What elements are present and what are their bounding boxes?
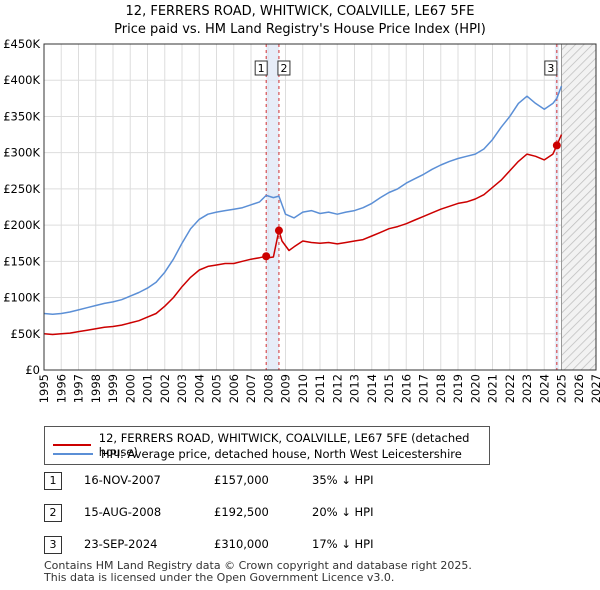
- x-tick-label: 2025: [555, 374, 569, 403]
- sale-point: [552, 141, 561, 150]
- title-line-2: Price paid vs. HM Land Registry's House …: [114, 22, 486, 37]
- x-tick-label: 2008: [261, 374, 275, 403]
- legend-swatch-hpi: [53, 453, 93, 455]
- x-tick-label: 2011: [313, 374, 327, 403]
- table-row: 2 15-AUG-2008 £192,500 20% ↓ HPI: [44, 504, 424, 522]
- sale-points: [262, 141, 561, 261]
- sale-label-text: 1: [258, 62, 265, 75]
- x-tick-label: 2002: [158, 374, 172, 403]
- footer-line-1: Contains HM Land Registry data © Crown c…: [44, 559, 472, 572]
- y-tick-label: £350K: [3, 109, 40, 123]
- series-lines: [43, 85, 563, 336]
- x-tick-label: 2001: [141, 374, 155, 403]
- y-tick-label: £450K: [3, 37, 40, 51]
- sale-band-1-2: [266, 44, 279, 370]
- table-row: 1 16-NOV-2007 £157,000 35% ↓ HPI: [44, 472, 424, 490]
- forecast-region: [561, 44, 596, 370]
- axes: £0 £50K £100K £150K £200K £250K £300K £350K £400…: [3, 37, 600, 403]
- x-tick-label: 2013: [348, 374, 362, 403]
- table-row: 3 23-SEP-2024 £310,000 17% ↓ HPI: [44, 536, 424, 554]
- sale-date: 23-SEP-2024: [84, 537, 158, 551]
- forecast-hatch: [561, 44, 596, 370]
- x-tick-label: 2010: [296, 374, 310, 403]
- sale-number-badge: 1: [44, 472, 62, 490]
- x-tick-label: 2021: [486, 374, 500, 403]
- x-tick-label: 2017: [417, 374, 431, 403]
- x-tick-label: 1998: [89, 374, 103, 403]
- sale-label-box: [254, 60, 268, 76]
- sale-date: 15-AUG-2008: [84, 505, 162, 519]
- x-tick-label: 2022: [503, 374, 517, 403]
- x-tick-label: 2023: [520, 374, 534, 403]
- x-tick-label: 2014: [365, 374, 379, 403]
- x-tick-label: 2012: [330, 374, 344, 403]
- legend-item-hpi: HPI: Average price, detached house, Nort…: [53, 447, 462, 461]
- sale-hpi-diff: 20% ↓ HPI: [312, 505, 374, 519]
- x-tick-label: 1995: [37, 374, 51, 403]
- legend-label-hpi: HPI: Average price, detached house, Nort…: [101, 447, 462, 461]
- property-price-line: [43, 134, 563, 336]
- sale-label-box: [277, 60, 291, 76]
- sale-label-box: [544, 60, 558, 76]
- sale-label-text: 2: [280, 62, 287, 75]
- y-tick-label: £150K: [3, 254, 40, 268]
- x-tick-label: 1997: [72, 374, 86, 403]
- footer-attribution: Contains HM Land Registry data © Crown c…: [44, 560, 472, 584]
- sale-label-3: 3: [544, 60, 558, 76]
- chart-title: 12, FERRERS ROAD, WHITWICK, COALVILLE, L…: [0, 3, 600, 39]
- sale-label-2: 2: [277, 60, 291, 76]
- legend: 12, FERRERS ROAD, WHITWICK, COALVILLE, L…: [44, 426, 490, 465]
- y-tick-label: £0: [25, 363, 40, 377]
- y-tick-label: £100K: [3, 291, 40, 305]
- x-tick-label: 2026: [572, 374, 586, 403]
- legend-swatch-property: [53, 444, 91, 446]
- x-tick-label: 2020: [468, 374, 482, 403]
- grid-lines: [43, 43, 597, 371]
- x-tick-label: 2003: [175, 374, 189, 403]
- y-tick-label: £250K: [3, 182, 40, 196]
- price-chart: £0 £50K £100K £150K £200K £250K £300K £350K £400…: [3, 37, 600, 403]
- sale-label-1: 1: [254, 60, 268, 76]
- hpi-line: [43, 85, 563, 315]
- sale-bands: [265, 44, 559, 370]
- sale-price: £192,500: [214, 505, 269, 519]
- sale-price: £310,000: [214, 537, 269, 551]
- y-tick-label: £200K: [3, 218, 40, 232]
- sale-price: £157,000: [214, 473, 269, 487]
- y-tick-label: £300K: [3, 146, 40, 160]
- x-tick-label: 2009: [279, 374, 293, 403]
- x-tick-label: 1996: [54, 374, 68, 403]
- x-tick-label: 2000: [123, 374, 137, 403]
- x-tick-label: 2027: [589, 374, 600, 403]
- title-line-1: 12, FERRERS ROAD, WHITWICK, COALVILLE, L…: [125, 4, 475, 19]
- x-tick-label: 2016: [399, 374, 413, 403]
- x-tick-label: 2019: [451, 374, 465, 403]
- sale-labels: 1 2 3: [254, 60, 558, 76]
- sale-hpi-diff: 35% ↓ HPI: [312, 473, 374, 487]
- x-tick-label: 2018: [434, 374, 448, 403]
- legend-label-property: 12, FERRERS ROAD, WHITWICK, COALVILLE, L…: [98, 431, 470, 459]
- sale-date: 16-NOV-2007: [84, 473, 161, 487]
- plot-frame: [43, 43, 597, 371]
- x-tick-label: 2007: [244, 374, 258, 403]
- sale-number-badge: 3: [44, 536, 62, 554]
- footer-line-2: This data is licensed under the Open Gov…: [44, 571, 395, 584]
- sale-point: [274, 226, 283, 235]
- y-tick-label: £400K: [3, 73, 40, 87]
- sale-label-text: 3: [547, 62, 554, 75]
- x-tick-label: 1999: [106, 374, 120, 403]
- y-tick-label: £50K: [11, 327, 41, 341]
- legend-item-property: 12, FERRERS ROAD, WHITWICK, COALVILLE, L…: [53, 431, 489, 459]
- x-tick-label: 2006: [227, 374, 241, 403]
- x-tick-label: 2005: [210, 374, 224, 403]
- sale-number-badge: 2: [44, 504, 62, 522]
- sale-hpi-diff: 17% ↓ HPI: [312, 537, 374, 551]
- x-tick-label: 2015: [382, 374, 396, 403]
- x-tick-label: 2024: [537, 374, 551, 403]
- sale-point: [262, 252, 271, 261]
- x-tick-label: 2004: [192, 374, 206, 403]
